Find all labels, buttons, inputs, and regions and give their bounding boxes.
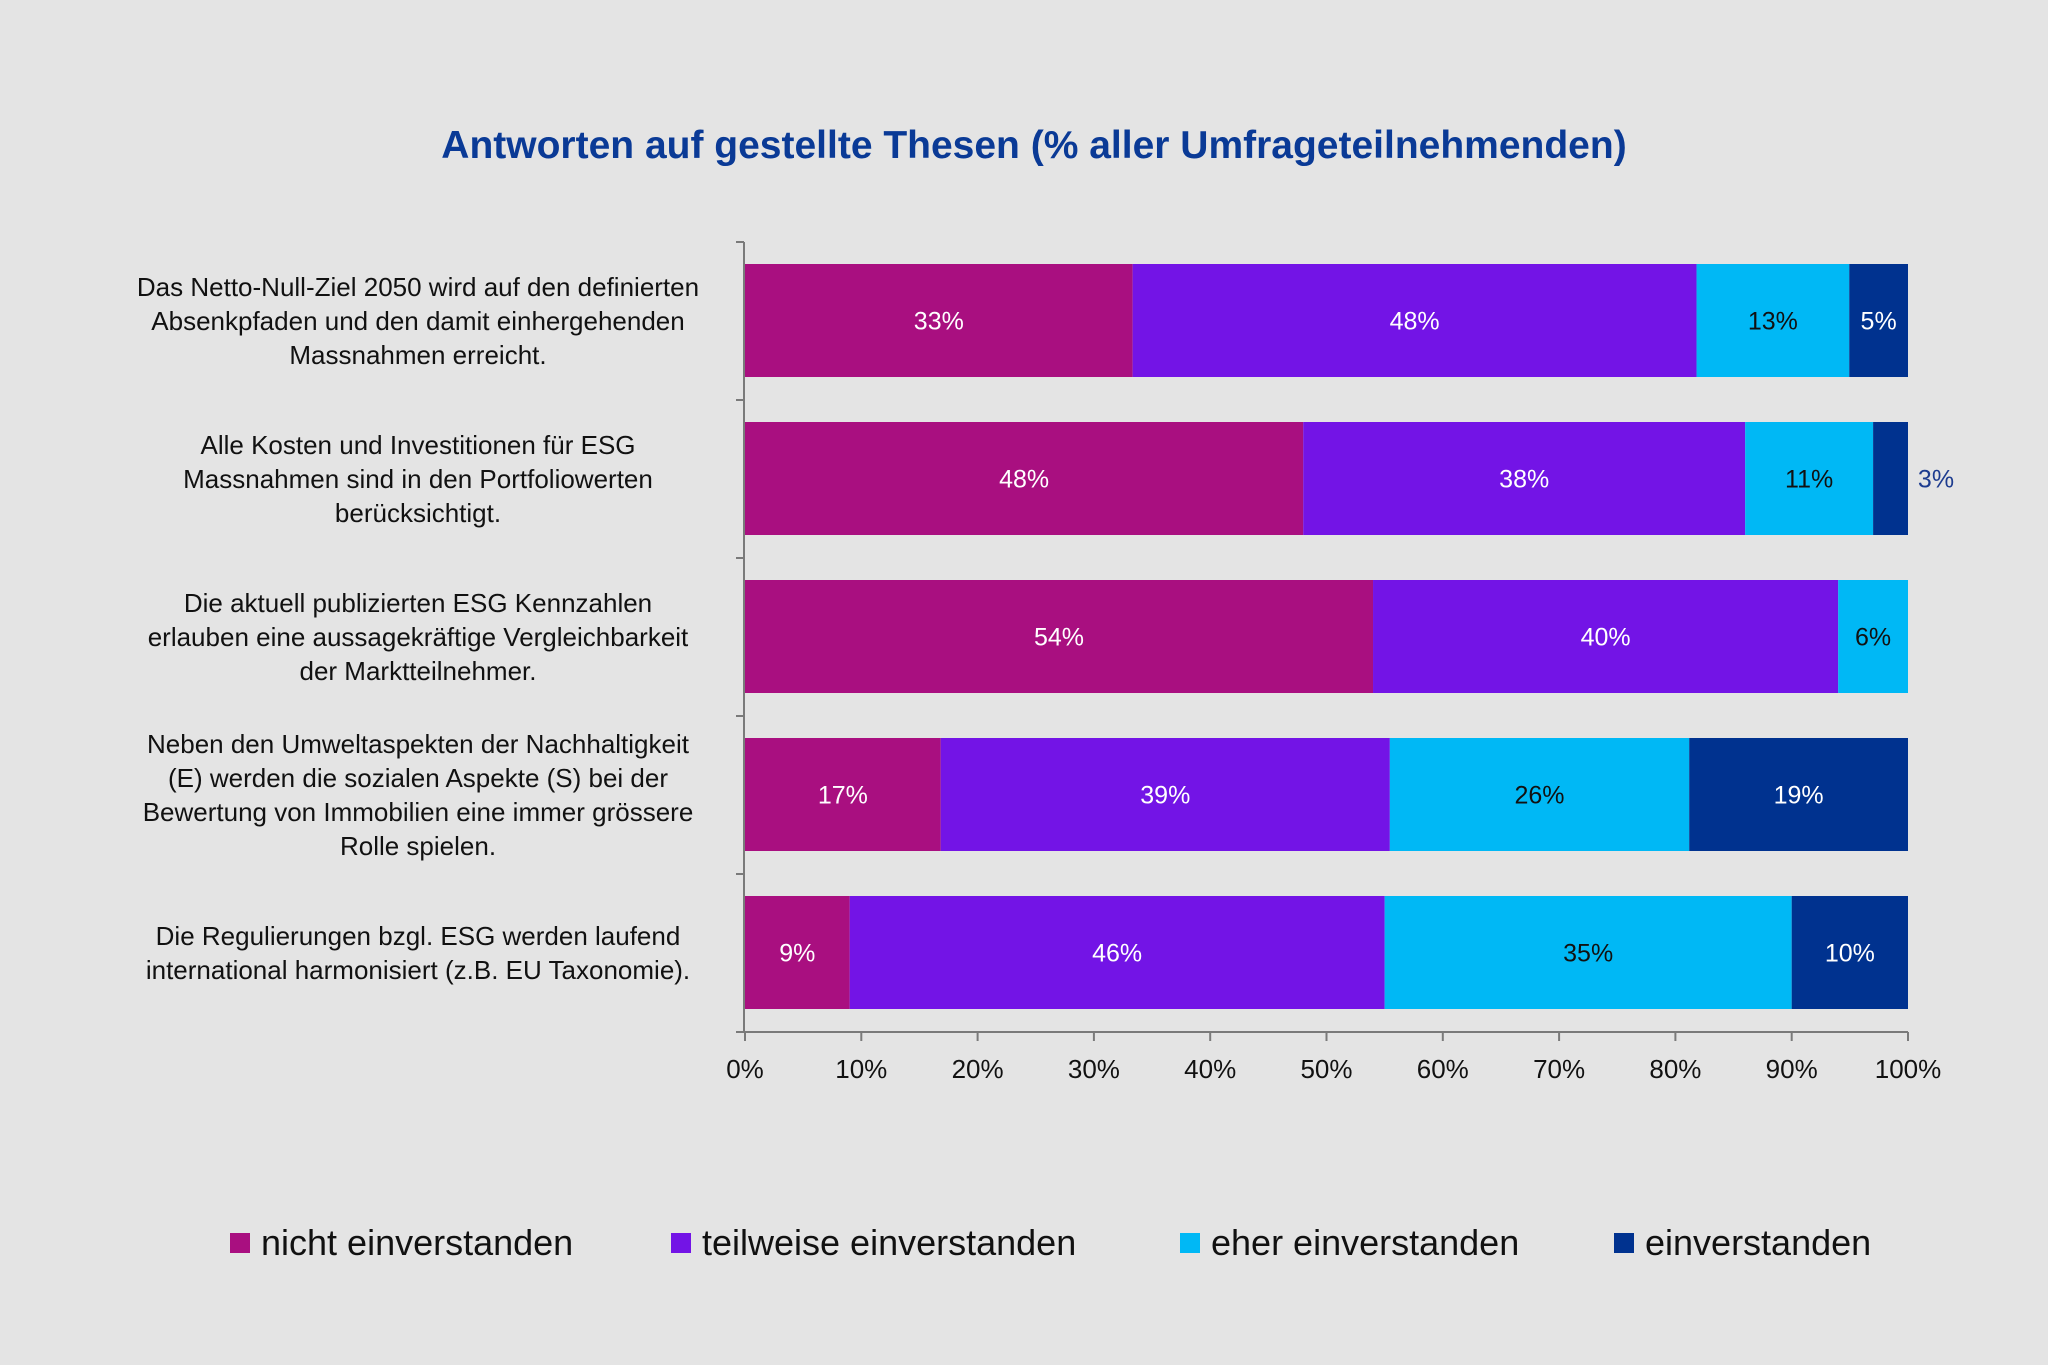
bar-segment: [1791, 896, 1908, 1009]
legend-swatch: [1180, 1233, 1200, 1253]
legend-swatch: [1614, 1233, 1634, 1253]
category-label-line: der Marktteilnehmer.: [299, 655, 537, 686]
bar-segment: [745, 896, 850, 1009]
x-tick-label: 70%: [1533, 1054, 1585, 1084]
legend-item: einverstanden: [1614, 1220, 1871, 1266]
data-label: 11%: [1785, 466, 1833, 494]
data-label: 39%: [1140, 782, 1190, 810]
legend-label: eher einverstanden: [1211, 1222, 1520, 1263]
category-label: Das Netto-Null-Ziel 2050 wird auf den de…: [100, 270, 736, 372]
bar-segment: [745, 422, 1304, 535]
category-label: Die Regulierungen bzgl. ESG werden laufe…: [100, 919, 736, 987]
data-label: 5%: [1861, 308, 1897, 336]
data-label: 17%: [818, 782, 868, 810]
category-label: Neben den Umweltaspekten der Nachhaltigk…: [100, 727, 736, 863]
data-label: 10%: [1825, 940, 1875, 968]
category-label-line: Absenkpfaden und den damit einhergehende…: [151, 305, 685, 336]
x-tick-label: 50%: [1300, 1054, 1352, 1084]
x-tick-label: 20%: [952, 1054, 1004, 1084]
category-label: Alle Kosten und Investitionen für ESG Mas…: [100, 428, 736, 530]
category-label-line: Alle Kosten und Investitionen für ESG: [200, 429, 636, 460]
data-label: 48%: [1390, 308, 1440, 336]
data-label: 48%: [999, 466, 1049, 494]
x-tick-label: 90%: [1766, 1054, 1818, 1084]
bar-segment: [1132, 264, 1697, 377]
category-label-line: Neben den Umweltaspekten der Nachhaltigk…: [147, 728, 689, 759]
data-label: 54%: [1034, 624, 1084, 652]
data-label: 40%: [1581, 624, 1631, 652]
legend-swatch: [671, 1233, 691, 1253]
x-tick-label: 10%: [835, 1054, 887, 1084]
data-label: 13%: [1748, 308, 1798, 336]
data-label: 35%: [1563, 940, 1613, 968]
bar-segment: [1745, 422, 1874, 535]
category-label-line: erlauben eine aussagekräftige Vergleichb…: [147, 621, 689, 652]
bar-segment: [1838, 580, 1908, 693]
data-label: 19%: [1774, 782, 1824, 810]
legend-item: nicht einverstanden: [230, 1220, 573, 1266]
legend-label: teilweise einverstanden: [702, 1222, 1077, 1263]
bar-segment: [1849, 264, 1908, 377]
bar-segment: [1689, 738, 1908, 851]
bar-segment: [1373, 580, 1839, 693]
legend-label: einverstanden: [1645, 1222, 1872, 1263]
data-label: 9%: [779, 940, 815, 968]
bar-segment: [1389, 738, 1690, 851]
bar-segment: [849, 896, 1385, 1009]
x-tick-label: 60%: [1417, 1054, 1469, 1084]
category-label-line: Massnahmen erreicht.: [289, 339, 547, 370]
category-label-line: international harmonisiert (z.B. EU Taxo…: [145, 954, 691, 985]
bar-segment: [1303, 422, 1746, 535]
bar-segment: [745, 580, 1374, 693]
category-label: Die aktuell publizierten ESG Kennzahlen e…: [100, 586, 736, 688]
category-label-line: Die Regulierungen bzgl. ESG werden laufe…: [155, 920, 681, 951]
category-label-line: berücksichtigt.: [334, 497, 502, 528]
data-label: 3%: [1918, 466, 1954, 494]
bar-segment: [1873, 422, 1908, 535]
x-tick-label: 80%: [1649, 1054, 1701, 1084]
chart-title: Antworten auf gestellte Thesen (% aller …: [441, 124, 1627, 167]
category-label-line: Rolle spielen.: [339, 830, 497, 861]
data-label: 26%: [1515, 782, 1565, 810]
x-tick-label: 30%: [1068, 1054, 1120, 1084]
data-label: 46%: [1092, 940, 1142, 968]
category-label-line: Bewertung von Immobilien eine immer grös…: [142, 796, 694, 827]
x-tick-label: 0%: [726, 1054, 764, 1084]
bar-segment: [1696, 264, 1850, 377]
legend-swatch: [230, 1233, 250, 1253]
category-label-line: Die aktuell publizierten ESG Kennzahlen: [183, 587, 653, 618]
data-label: 38%: [1499, 466, 1549, 494]
category-label-line: Das Netto-Null-Ziel 2050 wird auf den de…: [136, 271, 700, 302]
x-tick-label: 40%: [1184, 1054, 1236, 1084]
category-label-line: Massnahmen sind in den Portfoliowerten: [183, 463, 653, 494]
legend-item: eher einverstanden: [1180, 1220, 1519, 1266]
bar-segment: [745, 738, 941, 851]
bar-segment: [940, 738, 1390, 851]
legend-label: nicht einverstanden: [261, 1222, 574, 1263]
legend-item: teilweise einverstanden: [671, 1220, 1076, 1266]
legend: nicht einverstanden teilweise einverstand…: [0, 1220, 2048, 1270]
bar-segment: [745, 264, 1133, 377]
bar-segment: [1384, 896, 1792, 1009]
data-label: 33%: [914, 308, 964, 336]
x-tick-label: 100%: [1875, 1054, 1942, 1084]
data-label: 6%: [1855, 624, 1891, 652]
category-label-line: (E) werden die sozialen Aspekte (S) bei …: [167, 762, 669, 793]
